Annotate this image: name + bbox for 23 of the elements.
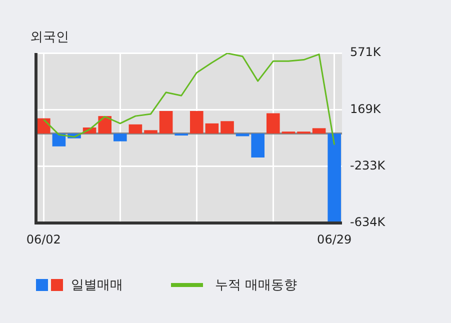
y-tick-label: -634K bbox=[350, 215, 386, 230]
bar bbox=[128, 124, 142, 134]
bar bbox=[190, 110, 204, 134]
bar bbox=[220, 121, 234, 134]
bar bbox=[113, 134, 127, 142]
bar bbox=[36, 118, 50, 134]
bar bbox=[266, 113, 280, 134]
legend-label: 일별매매 bbox=[71, 277, 123, 294]
bar bbox=[205, 123, 219, 134]
bar bbox=[52, 134, 66, 146]
bar bbox=[159, 110, 173, 134]
y-tick-label: -233K bbox=[350, 158, 386, 173]
x-tick-label: 06/02 bbox=[26, 232, 61, 246]
legend-label: 누적 매매동향 bbox=[215, 277, 298, 294]
bar bbox=[251, 134, 265, 158]
y-tick-label: 571K bbox=[350, 45, 382, 60]
bar bbox=[236, 134, 250, 136]
chart-title: 외국인 bbox=[30, 29, 69, 46]
bar bbox=[144, 130, 158, 134]
x-tick-label: 06/29 bbox=[317, 232, 352, 246]
bar bbox=[312, 128, 326, 134]
bar bbox=[328, 134, 342, 222]
y-tick-label: 169K bbox=[350, 102, 382, 116]
